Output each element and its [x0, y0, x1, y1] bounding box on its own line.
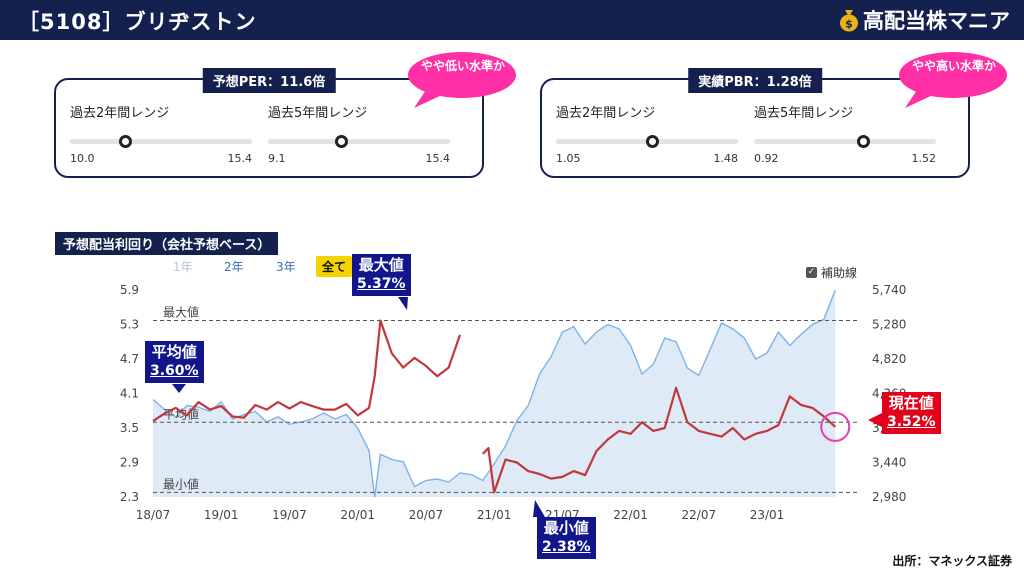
logo-text: 高配当株マニア: [863, 9, 1010, 33]
yield-series-line: [152, 319, 837, 494]
svg-text:$: $: [845, 18, 853, 31]
min-callout: 最小値 2.38%: [537, 517, 596, 559]
slider-thumb: [646, 135, 660, 148]
y-right-tick-label: 2,980: [872, 490, 906, 504]
per-panel: 予想PER：11.6倍 過去2年間レンジ 10.0 15.4 過去5年間レンジ …: [54, 68, 484, 178]
aux-line-label: 補助線: [821, 266, 858, 280]
pbr-badge: 実績PBR：1.28倍: [688, 68, 822, 93]
range-title: 過去5年間レンジ: [268, 106, 368, 121]
x-tick-label: 20/01: [340, 508, 375, 522]
x-tick-label: 21/01: [477, 508, 512, 522]
x-tick-label: 22/01: [613, 508, 648, 522]
y-right-tick-label: 4,820: [872, 352, 906, 366]
pbr-range-2y: 過去2年間レンジ 1.05 1.48: [556, 102, 738, 165]
y-left-tick-label: 3.5: [120, 421, 139, 435]
range-title: 過去2年間レンジ: [70, 106, 170, 121]
per-bubble: [408, 52, 516, 108]
per-range-5y: 過去5年間レンジ 9.1 15.4: [268, 102, 450, 165]
slider-thumb: [857, 135, 871, 148]
tab-1y[interactable]: 1年: [173, 260, 193, 274]
slider-thumb: [334, 135, 348, 148]
x-tick-label: 23/01: [750, 508, 785, 522]
x-tick-label: 20/07: [409, 508, 444, 522]
range-slider: [70, 135, 252, 148]
tab-3y[interactable]: 3年: [276, 260, 296, 274]
x-tick-label: 19/01: [204, 508, 239, 522]
range-min: 9.1: [268, 152, 286, 165]
range-min: 10.0: [70, 152, 95, 165]
current-callout-label: 現在値: [888, 394, 934, 412]
pbr-bubble: [899, 52, 1007, 108]
checkbox-icon[interactable]: ✓: [806, 267, 817, 278]
y-left-tick-label: 2.9: [120, 456, 139, 470]
per-badge: 予想PER：11.6倍: [202, 68, 336, 93]
source-note: 出所：マネックス証券: [892, 554, 1012, 568]
header-bar: ［5108］ブリヂストン $ 高配当株マニア: [0, 0, 1024, 40]
y-right-tick-label: 3,440: [872, 456, 906, 470]
range-max: 15.4: [227, 152, 253, 165]
range-slider: [556, 135, 738, 148]
pbr-range-5y: 過去5年間レンジ 0.92 1.52: [754, 102, 936, 165]
min-callout-value: 2.38%: [542, 539, 591, 555]
max-callout-pointer: [398, 297, 408, 310]
range-min: 0.92: [754, 152, 779, 165]
max-callout-value: 5.37%: [357, 276, 406, 292]
range-slider: [754, 135, 936, 148]
range-slider: [268, 135, 450, 148]
tab-2y[interactable]: 2年: [224, 260, 244, 274]
page-title: ［5108］ブリヂストン: [18, 10, 257, 34]
y-left-tick-label: 4.7: [120, 352, 139, 366]
x-tick-label: 18/07: [136, 508, 171, 522]
current-callout: 現在値 3.52%: [882, 392, 941, 434]
range-min: 1.05: [556, 152, 581, 165]
pbr-panel: 実績PBR：1.28倍 過去2年間レンジ 1.05 1.48 過去5年間レンジ …: [540, 68, 970, 178]
range-max: 1.52: [911, 152, 937, 165]
per-range-2y: 過去2年間レンジ 10.0 15.4: [70, 102, 252, 165]
range-title: 過去2年間レンジ: [556, 106, 656, 121]
max-callout: 最大値 5.37%: [352, 254, 411, 296]
reference-label: 最大値: [163, 304, 199, 319]
per-bubble-text: やや低い水準か: [420, 59, 505, 73]
price-area: [153, 290, 836, 497]
avg-callout-pointer: [172, 384, 186, 393]
y-left-tick-label: 5.9: [120, 283, 139, 297]
pbr-bubble-text: やや高い水準か: [911, 59, 996, 73]
y-left-tick-label: 5.3: [120, 318, 139, 332]
tab-all[interactable]: 全て: [316, 256, 353, 277]
current-value-marker: [820, 411, 851, 442]
y-right-tick-label: 5,280: [872, 318, 906, 332]
slider-thumb: [118, 135, 132, 148]
y-left-tick-label: 2.3: [120, 490, 139, 504]
min-callout-label: 最小値: [543, 519, 589, 537]
current-callout-value: 3.52%: [887, 414, 936, 430]
chart-title: 予想配当利回り（会社予想ベース）: [55, 232, 279, 255]
range-max: 15.4: [425, 152, 451, 165]
y-left-tick-label: 4.1: [120, 387, 139, 401]
money-bag-icon: $: [840, 10, 858, 32]
avg-callout-label: 平均値: [151, 343, 197, 361]
site-logo[interactable]: $ 高配当株マニア: [839, 5, 1010, 35]
price-series-line: [152, 289, 836, 498]
avg-callout-value: 3.60%: [150, 363, 199, 379]
avg-callout: 平均値 3.60%: [145, 341, 204, 383]
y-right-tick-label: 5,740: [872, 283, 906, 297]
x-tick-label: 19/07: [272, 508, 307, 522]
x-tick-label: 22/07: [682, 508, 717, 522]
max-callout-label: 最大値: [358, 256, 404, 274]
range-title: 過去5年間レンジ: [754, 106, 854, 121]
range-max: 1.48: [713, 152, 739, 165]
min-callout-pointer: [533, 500, 545, 517]
reference-label: 最小値: [163, 476, 199, 491]
current-callout-pointer: [868, 412, 884, 428]
